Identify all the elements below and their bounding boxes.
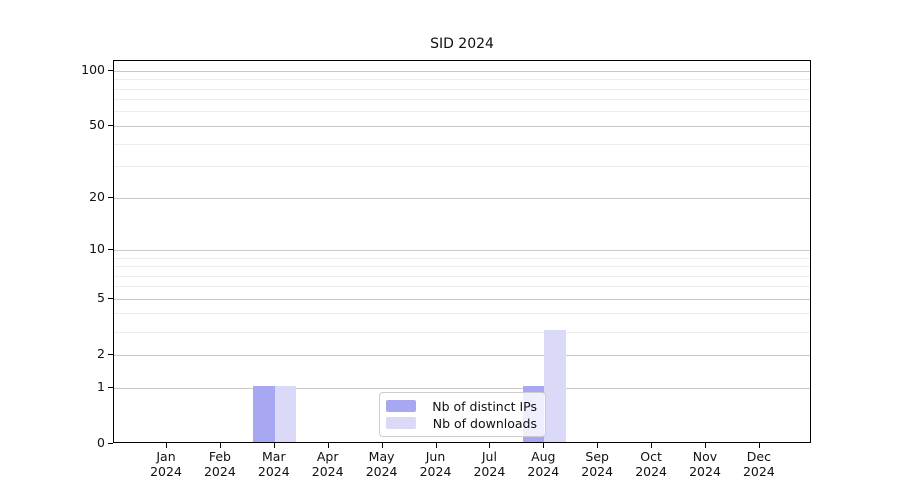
x-tick-label: Sep 2024 xyxy=(565,449,629,479)
major-gridline xyxy=(114,249,810,251)
minor-gridline xyxy=(114,79,810,81)
x-tick-mark xyxy=(327,443,329,448)
x-tick-label: Apr 2024 xyxy=(296,449,360,479)
major-gridline xyxy=(114,70,810,72)
x-tick-month: Sep xyxy=(585,449,609,464)
x-tick-year: 2024 xyxy=(635,464,667,479)
x-tick-year: 2024 xyxy=(203,464,236,479)
x-tick-mark xyxy=(435,443,437,448)
bar xyxy=(253,386,275,442)
major-gridline xyxy=(114,125,810,127)
x-tick-month: Aug xyxy=(531,449,556,464)
minor-gridline xyxy=(114,331,810,333)
x-tick-mark xyxy=(489,443,491,448)
minor-gridline xyxy=(114,313,810,315)
x-tick-mark xyxy=(166,443,167,448)
legend-swatch-distinct-ips xyxy=(386,400,416,412)
x-tick-mark xyxy=(651,443,653,448)
x-tick-mark xyxy=(273,443,275,448)
y-tick-mark xyxy=(108,248,113,250)
x-tick-year: 2024 xyxy=(473,464,506,479)
major-gridline xyxy=(114,298,810,300)
chart-title: SID 2024 xyxy=(430,36,494,52)
x-tick-month: Oct xyxy=(640,449,662,464)
y-tick-label: 100 xyxy=(81,62,105,78)
x-tick-year: 2024 xyxy=(150,464,182,479)
y-tick-label: 2 xyxy=(97,346,105,362)
x-tick-month: Jul xyxy=(481,449,497,464)
x-tick-year: 2024 xyxy=(581,464,614,479)
x-tick-year: 2024 xyxy=(527,464,560,479)
y-tick-label: 0 xyxy=(97,435,105,450)
x-tick-label: Nov 2024 xyxy=(673,449,737,479)
minor-gridline xyxy=(114,143,810,145)
x-tick-month: Jun xyxy=(425,449,446,464)
y-tick-mark xyxy=(108,69,113,71)
x-tick-mark xyxy=(219,443,221,448)
x-tick-label: Jul 2024 xyxy=(457,449,521,479)
minor-gridline xyxy=(114,88,810,90)
major-gridline xyxy=(114,354,810,356)
x-tick-month: Nov xyxy=(692,449,718,464)
y-tick-mark xyxy=(108,124,113,126)
x-tick-mark xyxy=(705,443,706,448)
x-tick-month: Apr xyxy=(316,449,339,464)
x-tick-year: 2024 xyxy=(257,464,290,479)
x-tick-label: Dec 2024 xyxy=(727,449,791,479)
y-tick-label: 20 xyxy=(89,189,105,205)
y-tick-label: 10 xyxy=(89,241,105,257)
x-tick-label: May 2024 xyxy=(350,449,414,479)
legend-label-distinct-ips: Nb of distinct IPs xyxy=(432,398,537,414)
legend-label-downloads: Nb of downloads xyxy=(432,415,537,431)
x-tick-month: Dec xyxy=(746,449,771,464)
x-tick-month: Mar xyxy=(262,449,286,464)
y-tick-mark xyxy=(108,353,113,355)
bar xyxy=(544,330,566,442)
x-tick-mark xyxy=(597,443,599,448)
x-tick-year: 2024 xyxy=(742,464,775,479)
x-tick-year: 2024 xyxy=(419,464,452,479)
legend: Nb of distinct IPs Nb of downloads xyxy=(379,392,546,437)
legend-swatch-downloads xyxy=(386,417,416,429)
x-tick-year: 2024 xyxy=(311,464,344,479)
x-tick-year: 2024 xyxy=(365,464,398,479)
bar xyxy=(274,386,297,442)
x-tick-label: Oct 2024 xyxy=(619,449,683,479)
major-gridline xyxy=(114,387,810,389)
x-tick-label: Mar 2024 xyxy=(242,449,306,479)
y-tick-mark xyxy=(108,196,113,198)
x-tick-label: Aug 2024 xyxy=(511,449,575,479)
x-tick-label: Jan 2024 xyxy=(134,449,198,479)
minor-gridline xyxy=(114,275,810,277)
y-tick-mark xyxy=(108,386,113,388)
x-tick-month: Jan xyxy=(156,449,176,464)
minor-gridline xyxy=(114,266,810,267)
y-tick-mark xyxy=(108,297,113,299)
plot-area xyxy=(113,60,811,443)
x-tick-mark xyxy=(758,443,760,448)
x-tick-label: Feb 2024 xyxy=(188,449,252,479)
y-tick-label: 5 xyxy=(97,290,105,306)
x-tick-label: Jun 2024 xyxy=(404,449,468,479)
x-tick-mark xyxy=(543,443,545,448)
x-tick-year: 2024 xyxy=(689,464,721,479)
minor-gridline xyxy=(114,166,810,168)
y-tick-label: 50 xyxy=(89,117,105,133)
legend-item-distinct-ips: Nb of distinct IPs xyxy=(386,398,537,414)
x-tick-mark xyxy=(381,443,383,448)
minor-gridline xyxy=(114,99,810,101)
minor-gridline xyxy=(114,286,810,288)
legend-item-downloads: Nb of downloads xyxy=(386,415,537,431)
x-tick-month: May xyxy=(368,449,395,464)
major-gridline xyxy=(114,197,810,199)
y-tick-label: 1 xyxy=(97,379,105,394)
minor-gridline xyxy=(114,111,810,113)
minor-gridline xyxy=(114,257,810,259)
y-tick-mark xyxy=(108,442,113,444)
x-tick-month: Feb xyxy=(208,449,231,464)
